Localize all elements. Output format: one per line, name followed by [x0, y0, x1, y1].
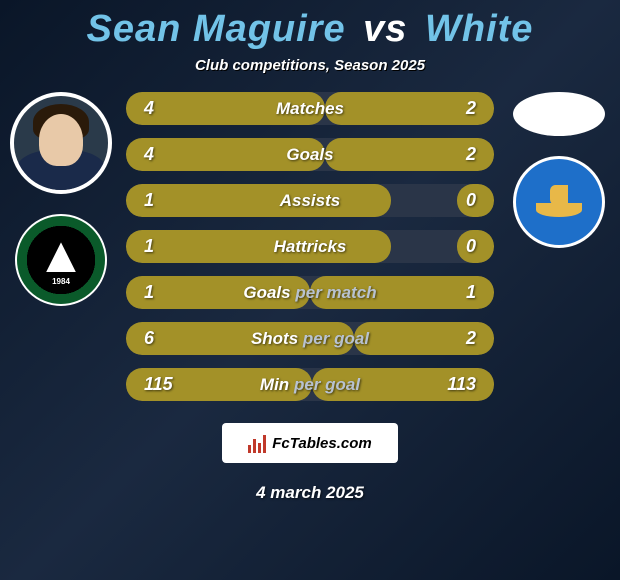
- player1-club-year: 1984: [17, 277, 105, 286]
- player2-name: White: [425, 8, 533, 50]
- stat-value-right: 0: [434, 236, 494, 257]
- vs-text: vs: [363, 8, 407, 50]
- player1-club-badge: 1984: [15, 214, 107, 306]
- stat-value-right: 1: [434, 282, 494, 303]
- fctables-logo: FcTables.com: [222, 423, 398, 463]
- stat-row: 4Goals2: [126, 138, 494, 171]
- stat-row: 1Assists0: [126, 184, 494, 217]
- stat-value-right: 0: [434, 190, 494, 211]
- stat-row: 6Shots per goal2: [126, 322, 494, 355]
- chart-icon: [248, 433, 268, 453]
- player2-club-badge: [513, 156, 605, 248]
- content-area: 1984 4Matches2 4Goals2 1Assists0 1Hattricks…: [0, 74, 620, 401]
- player1-name: Sean Maguire: [87, 8, 346, 50]
- stat-row: 1Hattricks0: [126, 230, 494, 263]
- logo-text: FcTables.com: [272, 435, 371, 452]
- stat-value-right: 2: [434, 98, 494, 119]
- stat-value-right: 2: [434, 328, 494, 349]
- date-text: 4 march 2025: [0, 483, 620, 503]
- right-side: [504, 88, 614, 248]
- stat-value-right: 2: [434, 144, 494, 165]
- stat-row: 4Matches2: [126, 92, 494, 125]
- player2-avatar: [513, 92, 605, 136]
- stat-value-right: 113: [434, 374, 494, 395]
- stat-row: 1Goals per match1: [126, 276, 494, 309]
- stat-rows: 4Matches2 4Goals2 1Assists0 1Hattricks0 1Goa…: [126, 88, 494, 401]
- player1-avatar: [10, 92, 112, 194]
- stat-row: 115Min per goal113: [126, 368, 494, 401]
- left-side: 1984: [6, 88, 116, 306]
- subtitle: Club competitions, Season 2025: [0, 57, 620, 74]
- comparison-title: Sean Maguire vs White: [0, 0, 620, 51]
